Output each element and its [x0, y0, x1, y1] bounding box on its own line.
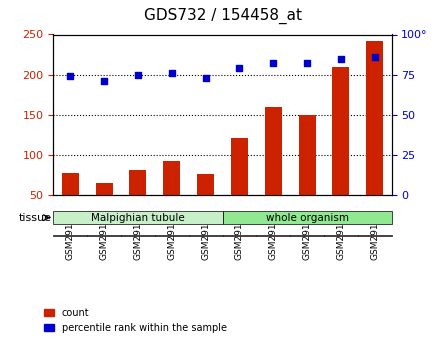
Point — [270, 61, 277, 66]
FancyBboxPatch shape — [222, 235, 256, 236]
Point — [337, 56, 344, 61]
Text: GSM29174: GSM29174 — [100, 211, 109, 260]
Text: GSM29180: GSM29180 — [303, 211, 312, 260]
Point — [303, 61, 311, 66]
FancyBboxPatch shape — [189, 235, 222, 236]
Text: GSM29179: GSM29179 — [269, 211, 278, 260]
Text: GSM29178: GSM29178 — [235, 211, 244, 260]
Bar — [129, 170, 146, 195]
Bar — [163, 161, 180, 195]
Bar — [197, 174, 214, 195]
Text: GSM29173: GSM29173 — [66, 211, 75, 260]
Bar — [96, 183, 113, 195]
Bar — [62, 172, 79, 195]
Text: GSM29176: GSM29176 — [167, 211, 176, 260]
FancyBboxPatch shape — [324, 235, 358, 236]
Text: GSM29175: GSM29175 — [134, 211, 142, 260]
FancyBboxPatch shape — [53, 211, 222, 224]
Text: GSM29177: GSM29177 — [201, 211, 210, 260]
Text: Malpighian tubule: Malpighian tubule — [91, 213, 185, 223]
Bar — [332, 67, 349, 195]
FancyBboxPatch shape — [358, 235, 392, 236]
Point — [236, 66, 243, 71]
Text: GSM29181: GSM29181 — [336, 211, 345, 260]
Text: GDS732 / 154458_at: GDS732 / 154458_at — [143, 8, 302, 24]
FancyBboxPatch shape — [87, 235, 121, 236]
Bar — [366, 41, 383, 195]
FancyBboxPatch shape — [256, 235, 290, 236]
FancyBboxPatch shape — [222, 211, 392, 224]
Point — [371, 54, 378, 60]
Legend: count, percentile rank within the sample: count, percentile rank within the sample — [40, 304, 231, 337]
FancyBboxPatch shape — [290, 235, 324, 236]
Bar — [265, 107, 282, 195]
Text: GSM29182: GSM29182 — [370, 211, 379, 260]
FancyBboxPatch shape — [53, 235, 87, 236]
Point — [202, 75, 209, 81]
Point — [67, 73, 74, 79]
Point — [101, 78, 108, 84]
Text: whole organism: whole organism — [266, 213, 348, 223]
Text: tissue: tissue — [19, 213, 52, 223]
Bar — [299, 115, 316, 195]
FancyBboxPatch shape — [155, 235, 189, 236]
Bar — [231, 138, 248, 195]
FancyBboxPatch shape — [121, 235, 155, 236]
Point — [168, 70, 175, 76]
Point — [134, 72, 142, 77]
